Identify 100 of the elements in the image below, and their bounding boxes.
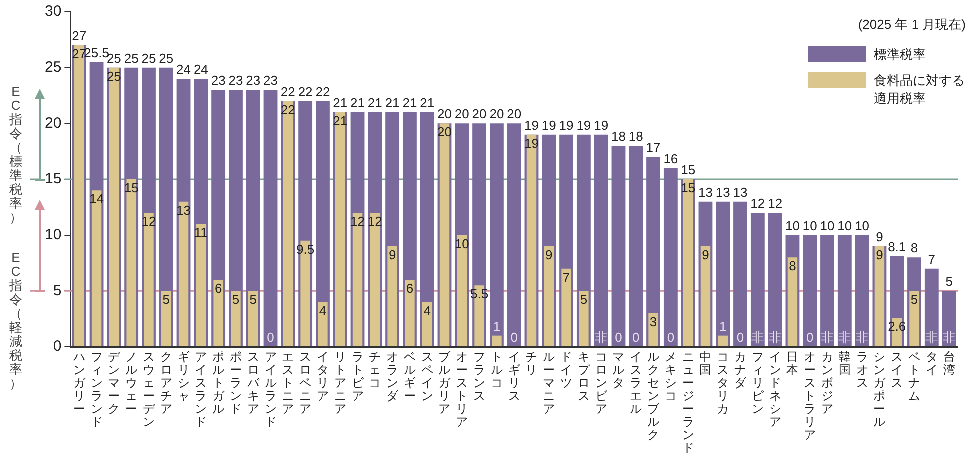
data-label: 24 <box>194 62 208 78</box>
data-label: 5 <box>250 292 257 308</box>
data-label: 19 <box>542 118 556 133</box>
bar <box>490 124 504 346</box>
x-tick-label: ルクセンブルク <box>648 350 660 442</box>
data-label: 4 <box>319 303 327 318</box>
data-label: 21 <box>385 96 400 111</box>
data-label: 9 <box>876 230 884 245</box>
x-tick-label: スロベニア <box>300 350 312 416</box>
data-label: 15 <box>124 180 139 196</box>
data-label: 10 <box>802 218 818 234</box>
x-tick-label: イギリス <box>508 350 520 403</box>
x-tick-label: オーストラリア <box>804 350 816 442</box>
data-label: 15 <box>681 180 696 196</box>
bar <box>716 202 730 346</box>
bar <box>562 268 572 346</box>
x-tick-label: ノルウェー <box>126 350 138 416</box>
y-tick-label: 30 <box>44 3 62 20</box>
text: 非 <box>594 330 608 346</box>
bar <box>144 213 154 346</box>
data-label: 0 <box>667 330 675 346</box>
data-label: 16 <box>664 151 678 166</box>
x-tick-label: アイルランド <box>264 350 277 429</box>
x-tick-label: コスタリカ <box>717 350 730 416</box>
data-label: 3 <box>650 314 658 330</box>
bar <box>231 291 241 346</box>
data-label: 9 <box>876 248 884 263</box>
bar <box>612 146 626 346</box>
data-label: 25 <box>142 50 156 66</box>
annotation: (2025 年 1 月現在) <box>858 16 966 34</box>
x-tick-label: ベルギー <box>404 350 416 403</box>
x-tick-label: タイ <box>926 350 938 377</box>
x-tick-label: 台湾 <box>943 350 956 377</box>
data-label: 21 <box>350 96 365 111</box>
x-tick-label: スイス <box>891 350 904 390</box>
data-label: 5 <box>580 292 588 308</box>
text: EC指令（標準税率） <box>10 84 22 224</box>
data-label: 14 <box>90 192 104 207</box>
data-label: 20 <box>438 106 452 122</box>
text: 非 <box>856 330 869 346</box>
text: EC指令（軽減税率） <box>10 250 22 392</box>
data-label: 23 <box>246 73 261 88</box>
bar <box>248 291 258 346</box>
bar <box>579 291 589 346</box>
data-label: 12 <box>368 214 382 230</box>
data-label: 7 <box>928 252 936 267</box>
x-tick-label: フランス <box>474 350 486 403</box>
data-label: 27 <box>72 46 87 62</box>
data-label: 21 <box>420 96 435 111</box>
data-label: 21 <box>333 96 348 111</box>
bar <box>700 246 711 346</box>
data-label: 19 <box>576 118 592 133</box>
data-label: 23 <box>211 73 226 88</box>
x-tick-label: インドネシア <box>769 350 782 429</box>
legend-label: 食料品に対する適用税率 <box>874 72 966 108</box>
text: 非 <box>942 330 956 346</box>
data-label: 23 <box>264 73 278 88</box>
bar <box>942 291 956 346</box>
x-tick-label: カナダ <box>734 350 747 390</box>
x-tick-label: シンガポール <box>874 350 886 429</box>
data-label: 10 <box>838 218 852 234</box>
data-label: 0 <box>510 330 518 346</box>
x-tick-label: リトアニア <box>334 350 346 416</box>
y-tick-label: 20 <box>44 114 62 132</box>
data-label: 24 <box>176 62 192 78</box>
text: 非 <box>925 330 938 346</box>
x-tick-label: マルタ <box>612 350 625 390</box>
bar <box>838 235 852 346</box>
bar <box>457 235 468 346</box>
x-tick-label: デンマーク <box>108 350 120 416</box>
data-label: 5 <box>232 292 240 308</box>
x-tick-label: ベトナム <box>908 350 920 403</box>
data-label: 12 <box>768 196 783 212</box>
bar <box>924 268 939 346</box>
data-label: 23 <box>228 73 244 88</box>
y-tick-label: 15 <box>44 170 62 188</box>
data-label: 19 <box>594 118 609 133</box>
bar <box>92 190 102 346</box>
data-label: 6 <box>214 281 222 296</box>
data-label: 13 <box>716 184 730 200</box>
data-label: 20 <box>438 124 452 140</box>
x-tick-label: スウェーデン <box>142 350 155 429</box>
bar <box>352 213 363 346</box>
x-tick-label: チリ <box>526 350 538 377</box>
data-label: 5 <box>946 274 953 290</box>
bar <box>178 202 189 346</box>
data-label: 12 <box>142 214 156 230</box>
text: 非 <box>821 330 834 346</box>
data-label: 20 <box>490 106 504 122</box>
x-tick-label: ニュージーランド <box>682 350 694 455</box>
legend-label: 標準税率 <box>874 46 927 64</box>
data-label: 21 <box>333 114 348 129</box>
bar <box>388 246 398 346</box>
data-label: 12 <box>350 214 365 230</box>
x-tick-label: スロバキア <box>247 350 260 416</box>
x-tick-label: ポーランド <box>230 350 242 416</box>
x-tick-label: カンボジア <box>822 350 834 416</box>
data-label: 18 <box>612 129 626 144</box>
y-tick-label: 0 <box>53 338 62 356</box>
data-label: 13 <box>176 202 192 218</box>
